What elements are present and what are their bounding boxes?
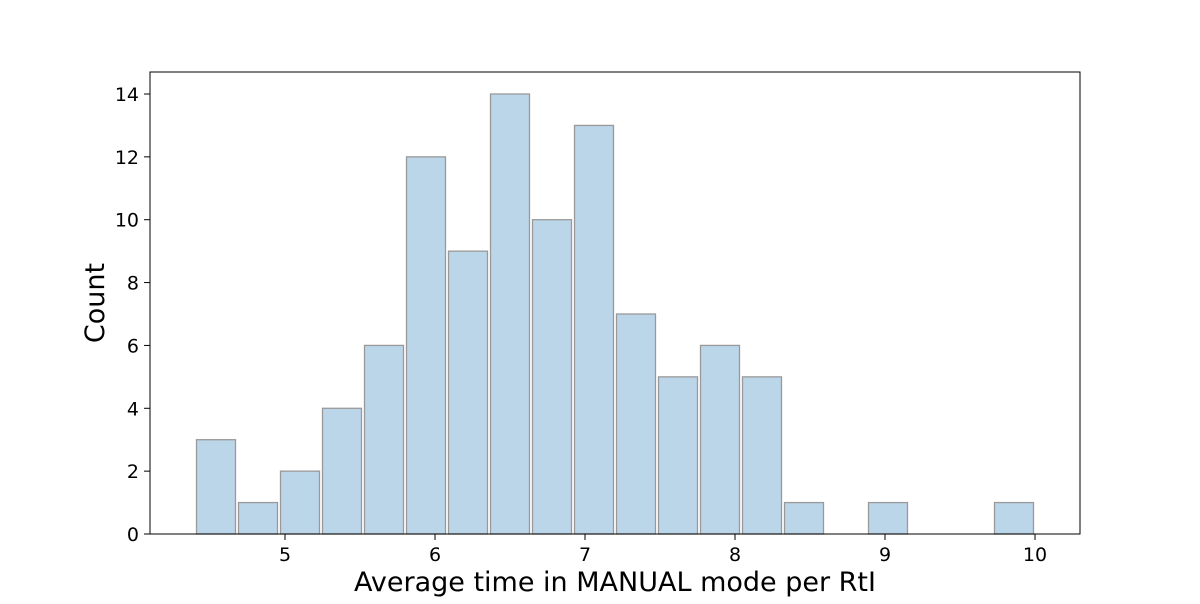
- x-tick-label: 7: [579, 544, 591, 566]
- y-tick-label: 10: [115, 210, 139, 232]
- histogram-bar-10: [615, 313, 657, 535]
- histogram-bar-4: [363, 344, 405, 535]
- x-tick-label: 6: [429, 544, 441, 566]
- x-tick-label: 10: [1023, 544, 1047, 566]
- histogram-bar-9: [573, 124, 615, 535]
- x-tick-label: 8: [729, 544, 741, 566]
- histogram-bar-5: [405, 156, 447, 535]
- histogram-bar-19: [993, 501, 1035, 535]
- histogram-bar-6: [447, 250, 489, 535]
- histogram-bar-14: [783, 501, 825, 535]
- histogram-bar-0: [195, 439, 237, 535]
- histogram-bar-13: [741, 376, 783, 535]
- y-tick-label: 12: [115, 147, 139, 169]
- y-tick-label: 2: [127, 461, 139, 483]
- histogram-bar-1: [237, 501, 279, 535]
- bars-layer: [195, 93, 1035, 535]
- x-tick-label: 5: [279, 544, 291, 566]
- histogram-bar-11: [657, 376, 699, 535]
- x-axis-label: Average time in MANUAL mode per RtI: [354, 567, 876, 598]
- plot-frame: [149, 71, 1081, 535]
- y-tick-label: 0: [127, 524, 139, 546]
- histogram-bar-3: [321, 407, 363, 535]
- y-axis-label: Count: [80, 263, 111, 343]
- x-tick-label: 9: [879, 544, 891, 566]
- histogram-bar-2: [279, 470, 321, 535]
- histogram-bar-8: [531, 219, 573, 535]
- y-tick-label: 8: [127, 273, 139, 295]
- histogram-bar-7: [489, 93, 531, 535]
- y-axis-ticks: 0 2 4 6 8 10 12 14: [115, 84, 150, 546]
- y-tick-label: 14: [115, 84, 139, 106]
- y-tick-label: 4: [127, 398, 139, 420]
- histogram-bar-16: [867, 501, 909, 535]
- histogram-bar-12: [699, 344, 741, 535]
- y-tick-label: 6: [127, 335, 139, 357]
- x-axis-ticks: 5 6 7 8 9 10: [279, 534, 1047, 566]
